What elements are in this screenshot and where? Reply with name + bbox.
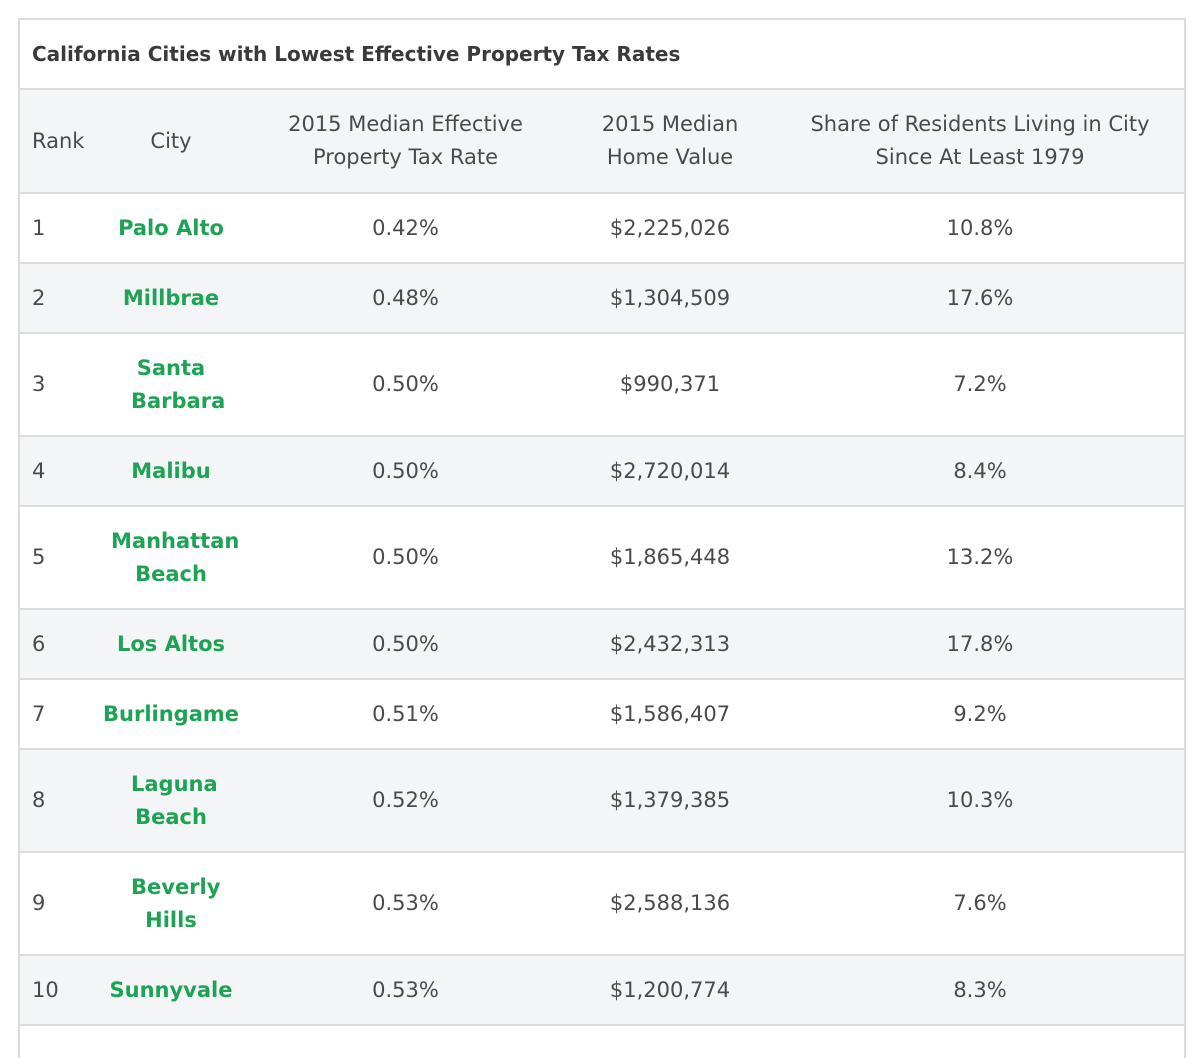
table-row: 6 Los Altos 0.50% $2,432,313 17.8% [20, 609, 1184, 680]
rate-cell: 0.50% [247, 333, 564, 437]
home-value-cell: $1,304,509 [564, 263, 776, 334]
city-link[interactable]: Millbrae [95, 263, 247, 334]
header-row: Rank City 2015 Median Effective Property… [20, 90, 1184, 194]
city-link[interactable]: Sunnyvale [95, 955, 247, 1026]
city-link[interactable]: Palo Alto [95, 193, 247, 264]
home-value-cell: $2,225,026 [564, 193, 776, 264]
table-row: 9 Beverly Hills 0.53% $2,588,136 7.6% [20, 852, 1184, 956]
rate-cell: 0.50% [247, 609, 564, 680]
rank-cell: 8 [20, 749, 95, 853]
rate-cell: 0.48% [247, 263, 564, 334]
table-row: 4 Malibu 0.50% $2,720,014 8.4% [20, 436, 1184, 507]
table-row: 3 Santa Barbara 0.50% $990,371 7.2% [20, 333, 1184, 437]
share-cell: 8.3% [776, 955, 1184, 1026]
table-row: 8 Laguna Beach 0.52% $1,379,385 10.3% [20, 749, 1184, 853]
rank-cell: 1 [20, 193, 95, 264]
tax-rate-table: Rank City 2015 Median Effective Property… [20, 90, 1184, 1055]
table-row: 2 Millbrae 0.48% $1,304,509 17.6% [20, 263, 1184, 334]
share-cell: 13.2% [776, 506, 1184, 610]
city-link[interactable]: Malibu [95, 436, 247, 507]
home-value-cell: $1,379,385 [564, 749, 776, 853]
table-title: California Cities with Lowest Effective … [20, 20, 1184, 90]
table-row-partial [20, 1025, 1184, 1055]
share-cell: 17.6% [776, 263, 1184, 334]
rank-cell: 2 [20, 263, 95, 334]
city-link[interactable]: Los Altos [95, 609, 247, 680]
rate-cell: 0.50% [247, 506, 564, 610]
home-value-cell: $2,720,014 [564, 436, 776, 507]
share-cell: 9.2% [776, 679, 1184, 750]
tax-rate-table-card: California Cities with Lowest Effective … [18, 18, 1186, 1058]
city-link[interactable]: Beverly Hills [95, 852, 247, 956]
home-value-cell: $1,865,448 [564, 506, 776, 610]
rank-cell: 10 [20, 955, 95, 1026]
city-link[interactable]: Laguna Beach [95, 749, 247, 853]
home-value-cell: $2,588,136 [564, 852, 776, 956]
table-row: 7 Burlingame 0.51% $1,586,407 9.2% [20, 679, 1184, 750]
table-row: 5 Manhattan Beach 0.50% $1,865,448 13.2% [20, 506, 1184, 610]
rank-cell: 7 [20, 679, 95, 750]
header-rank[interactable]: Rank [20, 90, 95, 194]
header-share-residents[interactable]: Share of Residents Living in City Since … [776, 90, 1184, 194]
home-value-cell: $1,200,774 [564, 955, 776, 1026]
share-cell: 10.8% [776, 193, 1184, 264]
header-home-value[interactable]: 2015 Median Home Value [564, 90, 776, 194]
share-cell: 8.4% [776, 436, 1184, 507]
rank-cell: 5 [20, 506, 95, 610]
table-row: 10 Sunnyvale 0.53% $1,200,774 8.3% [20, 955, 1184, 1026]
rate-cell: 0.52% [247, 749, 564, 853]
rank-cell: 6 [20, 609, 95, 680]
city-link[interactable]: Manhattan Beach [95, 506, 247, 610]
share-cell: 10.3% [776, 749, 1184, 853]
home-value-cell: $990,371 [564, 333, 776, 437]
rate-cell: 0.51% [247, 679, 564, 750]
home-value-cell: $1,586,407 [564, 679, 776, 750]
rank-cell: 9 [20, 852, 95, 956]
header-rate[interactable]: 2015 Median Effective Property Tax Rate [247, 90, 564, 194]
rank-cell: 3 [20, 333, 95, 437]
rate-cell: 0.53% [247, 852, 564, 956]
partial-row-cell [20, 1025, 1184, 1055]
city-link[interactable]: Santa Barbara [95, 333, 247, 437]
city-link[interactable]: Burlingame [95, 679, 247, 750]
rank-cell: 4 [20, 436, 95, 507]
rate-cell: 0.53% [247, 955, 564, 1026]
share-cell: 17.8% [776, 609, 1184, 680]
header-city[interactable]: City [95, 90, 247, 194]
rate-cell: 0.42% [247, 193, 564, 264]
rate-cell: 0.50% [247, 436, 564, 507]
share-cell: 7.2% [776, 333, 1184, 437]
share-cell: 7.6% [776, 852, 1184, 956]
table-row: 1 Palo Alto 0.42% $2,225,026 10.8% [20, 193, 1184, 264]
home-value-cell: $2,432,313 [564, 609, 776, 680]
